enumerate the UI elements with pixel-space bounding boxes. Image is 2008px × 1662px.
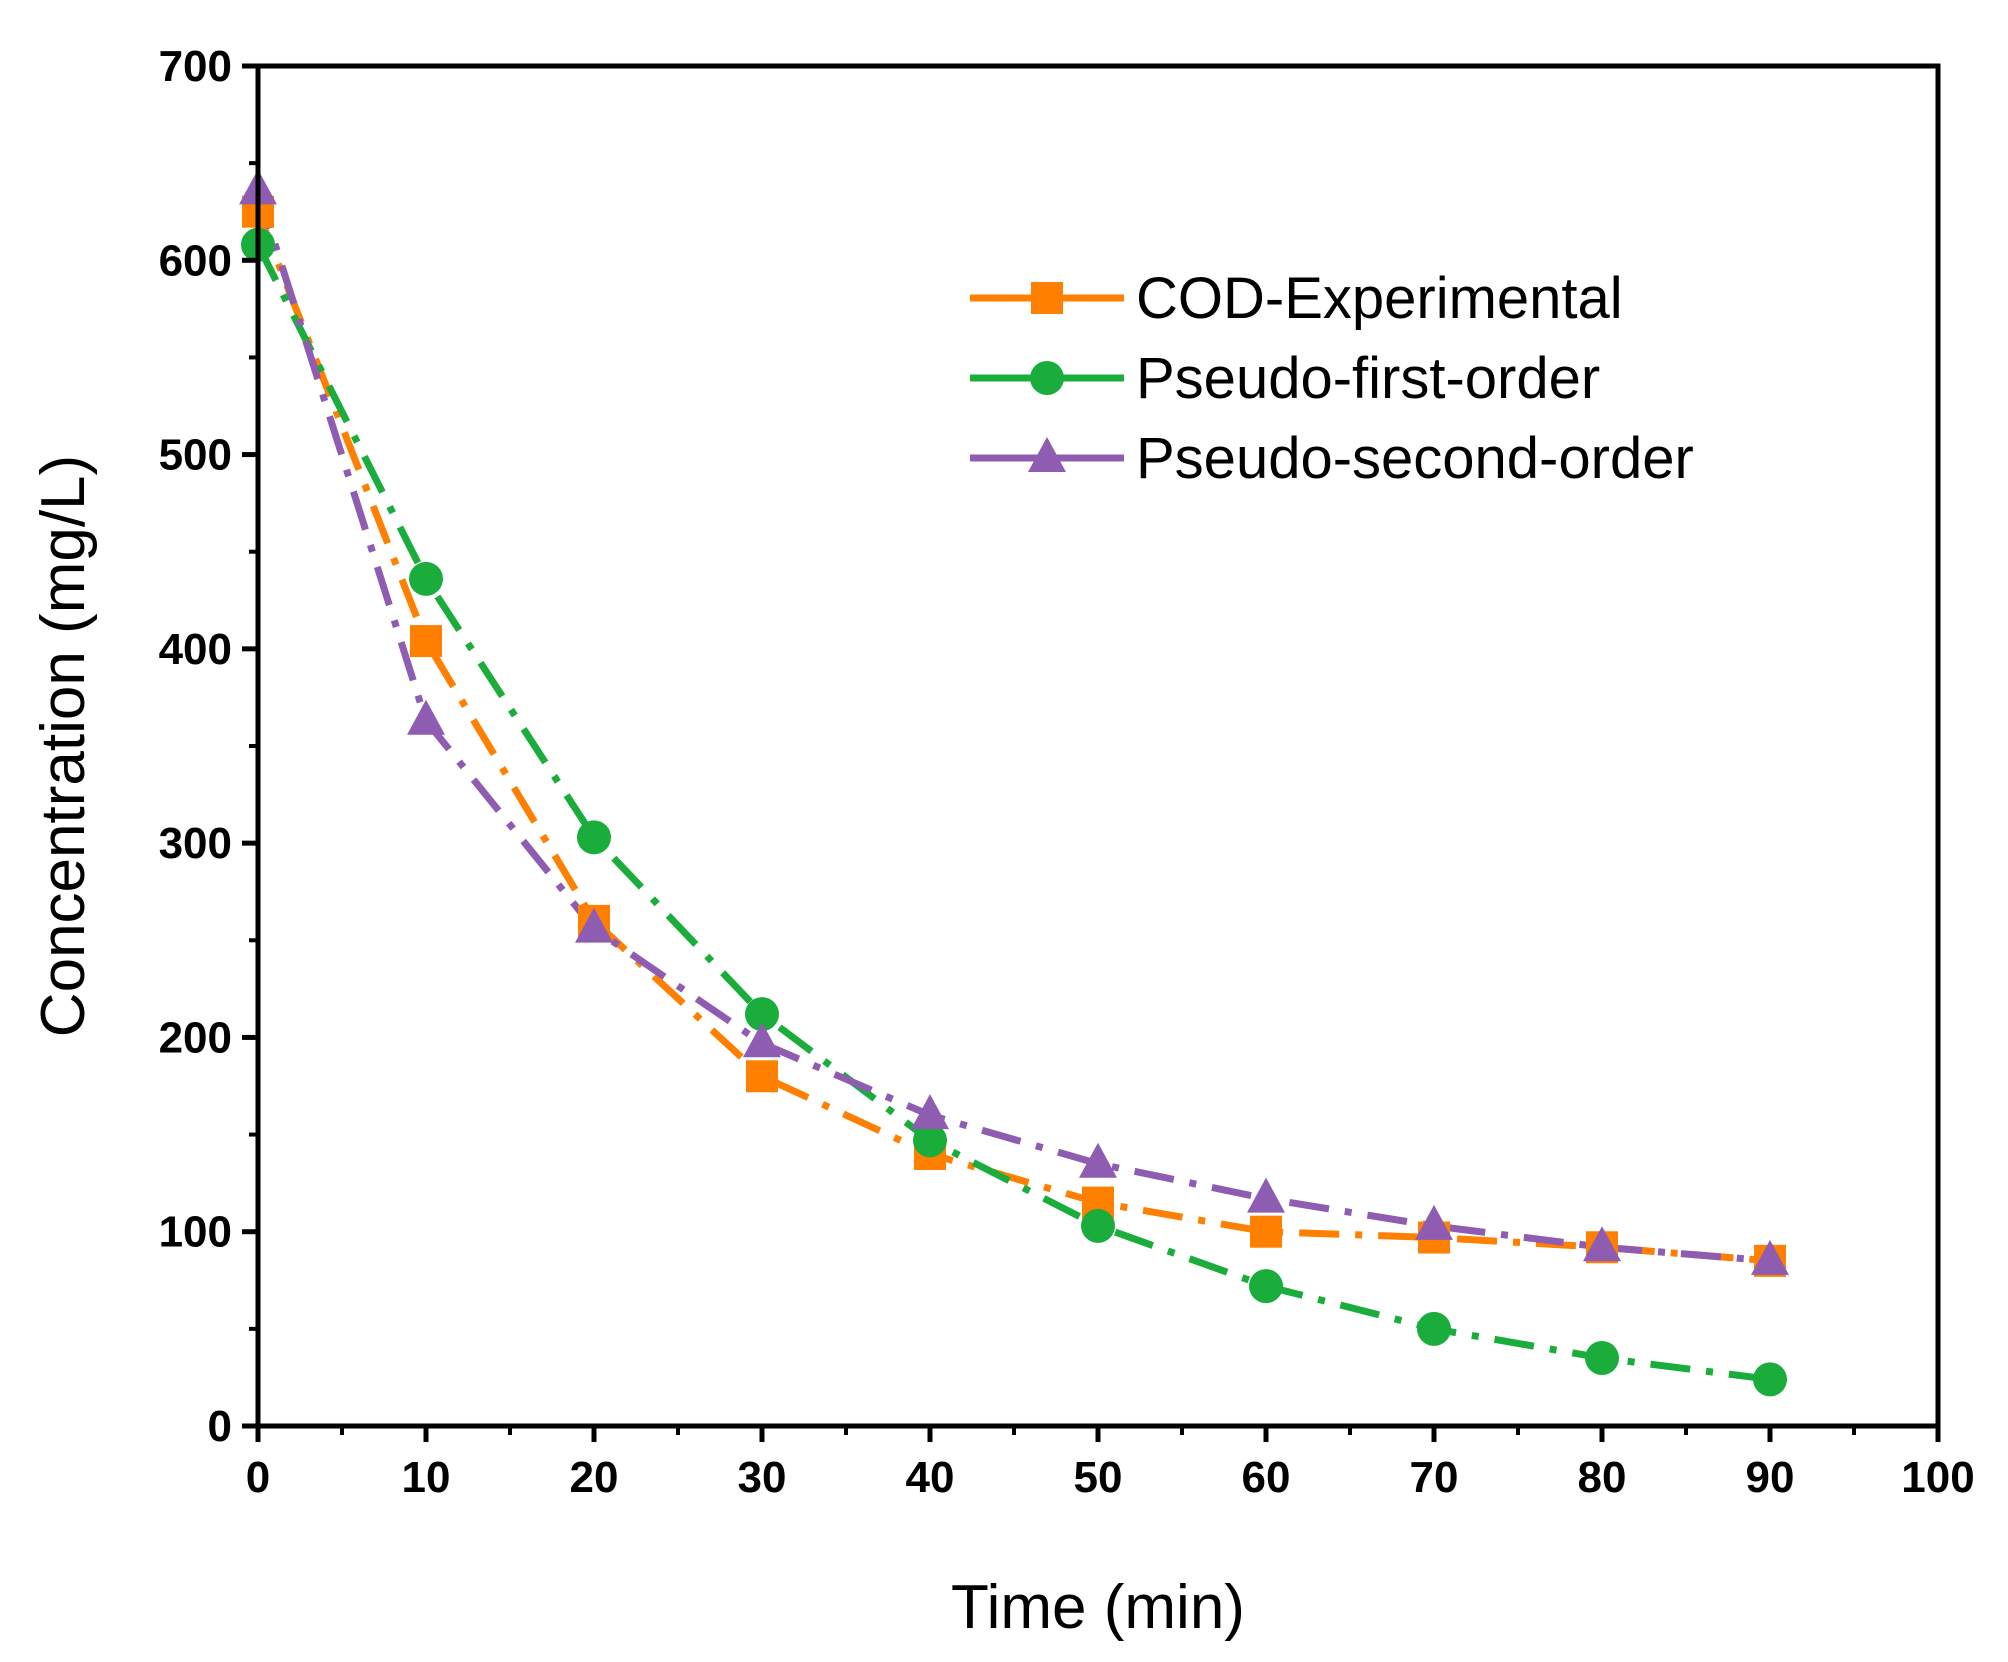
axis-tick-labels: 0 10 20 30 40 50 60 70 80 90 100 0 100 200 300 400 500 60…: [159, 42, 1975, 1502]
x-tick-label: 100: [1901, 1453, 1974, 1502]
data-point-pseudo-first-order: [1081, 1208, 1115, 1243]
series-line-pseudo-first-order: [254, 243, 1771, 1383]
legend-entry-pseudo-first-order: Pseudo-first-order: [970, 346, 1600, 411]
legend-marker: [1030, 361, 1064, 395]
x-axis-title: Time (min): [951, 1573, 1245, 1642]
data-point-pseudo-first-order: [745, 997, 779, 1032]
y-axis-title: Concentration (mg/L): [29, 455, 98, 1037]
data-point-pseudo-first-order: [577, 820, 611, 855]
y-tick-label: 600: [159, 236, 232, 285]
y-tick-label: 500: [159, 431, 232, 480]
y-tick-label: 0: [208, 1402, 232, 1451]
data-point-pseudo-second-order: [575, 907, 613, 943]
data-point-pseudo-second-order: [911, 1094, 949, 1130]
y-tick-label: 300: [159, 819, 232, 868]
x-tick-label: 90: [1746, 1453, 1795, 1502]
x-tick-label: 10: [402, 1453, 451, 1502]
legend-entry-cod-experimental: COD-Experimental: [970, 266, 1623, 331]
x-tick-label: 30: [738, 1453, 787, 1502]
data-point-cod-experimental: [1250, 1215, 1282, 1248]
data-point-cod-experimental: [410, 625, 442, 658]
x-tick-label: 40: [906, 1453, 955, 1502]
x-tick-label: 80: [1578, 1453, 1627, 1502]
data-point-pseudo-first-order: [1417, 1311, 1451, 1346]
x-tick-label: 60: [1242, 1453, 1291, 1502]
series-line-cod-experimental: [254, 210, 1771, 1265]
legend-marker: [1028, 437, 1066, 472]
y-tick-label: 400: [159, 625, 232, 674]
series-markers: [239, 169, 1789, 1397]
axis-ticks: [242, 63, 1941, 1442]
y-tick-label: 100: [159, 1208, 232, 1257]
data-point-pseudo-second-order: [1583, 1226, 1621, 1262]
y-tick-label: 200: [159, 1013, 232, 1062]
series-line-pseudo-second-order: [254, 189, 1771, 1265]
legend-label: COD-Experimental: [1136, 266, 1623, 331]
data-point-pseudo-second-order: [1247, 1177, 1285, 1213]
data-point-pseudo-first-order: [1753, 1362, 1787, 1397]
legend-marker: [1031, 282, 1063, 314]
data-point-cod-experimental: [746, 1060, 778, 1093]
legend-label: Pseudo-first-order: [1136, 346, 1600, 411]
series-lines: [254, 189, 1771, 1383]
x-tick-label: 20: [570, 1453, 619, 1502]
data-point-pseudo-second-order: [1415, 1204, 1453, 1240]
data-point-pseudo-second-order: [1751, 1239, 1789, 1275]
data-point-pseudo-second-order: [1079, 1142, 1117, 1178]
x-tick-label: 0: [246, 1453, 270, 1502]
legend-label: Pseudo-second-order: [1136, 426, 1694, 491]
data-point-pseudo-first-order: [1249, 1269, 1283, 1304]
legend-entry-pseudo-second-order: Pseudo-second-order: [970, 426, 1694, 491]
data-point-pseudo-second-order: [743, 1022, 781, 1058]
x-tick-label: 50: [1074, 1453, 1123, 1502]
data-point-pseudo-first-order: [913, 1123, 947, 1158]
data-point-pseudo-first-order: [1585, 1341, 1619, 1375]
legend: COD-Experimental Pseudo-first-order Pseudo…: [970, 266, 1694, 491]
x-tick-label: 70: [1410, 1453, 1459, 1502]
y-tick-label: 700: [159, 42, 232, 91]
data-point-pseudo-first-order: [409, 561, 443, 596]
data-point-pseudo-second-order: [407, 699, 445, 735]
